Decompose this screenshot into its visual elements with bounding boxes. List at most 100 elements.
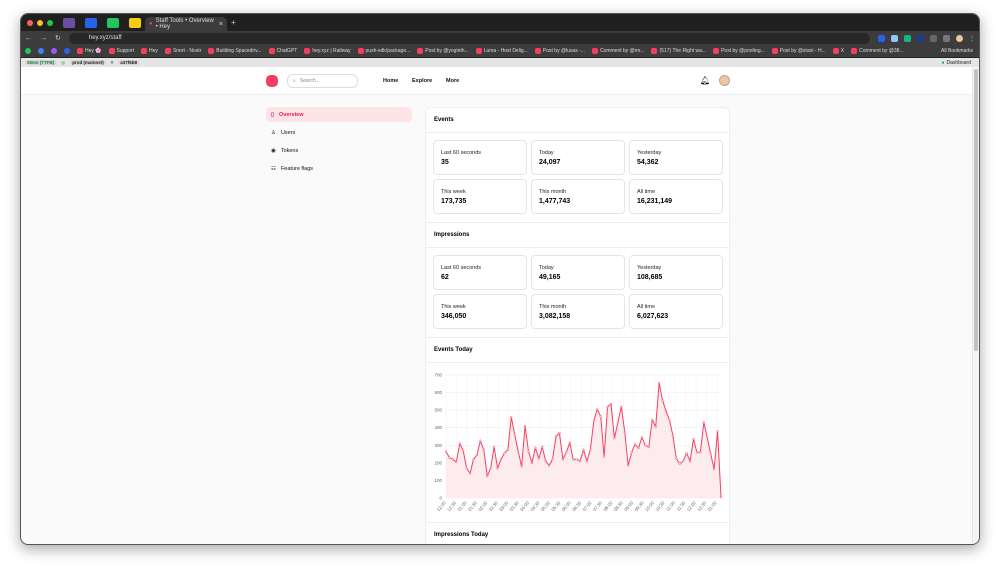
- scrollbar[interactable]: [972, 67, 979, 544]
- dashboard-link[interactable]: ● Dashboard: [942, 60, 972, 66]
- data-point: [599, 415, 602, 418]
- sidebar-item-tokens[interactable]: ◉ Tokens: [266, 143, 412, 158]
- bookmark-item[interactable]: push-sdk/package...: [357, 48, 411, 54]
- stat-label: Last 60 seconds: [441, 265, 482, 271]
- extension-icon[interactable]: [917, 34, 924, 42]
- download-icon[interactable]: [943, 34, 950, 42]
- bookmark-label: push-sdk/package...: [365, 48, 411, 54]
- tab-bar: ● Staff Tools • Overview • Hey × +: [21, 14, 979, 31]
- bookmark-favicon-icon: [771, 48, 778, 54]
- hey-favicon-icon: ●: [149, 21, 153, 27]
- sidebar-item-feature-flags[interactable]: ☷ Feature flags: [266, 161, 412, 176]
- bookmark-favicon-icon: [417, 48, 424, 54]
- commit-badge[interactable]: a37f6b8: [118, 60, 139, 65]
- bookmark-favicon-icon: [713, 48, 720, 54]
- bookmark-item[interactable]: Hey: [141, 48, 158, 54]
- bookmark-icon[interactable]: [25, 48, 31, 54]
- nav-home[interactable]: Home: [383, 78, 399, 84]
- bookmark-label: Luma - Host Delig...: [483, 48, 528, 54]
- data-point: [592, 419, 595, 422]
- url-bar[interactable]: hey.xyz/staff: [68, 32, 870, 44]
- bookmark-item[interactable]: Building Spacedriv...: [208, 48, 262, 54]
- pinned-tab-slack[interactable]: [63, 17, 75, 28]
- y-tick-label: 0: [439, 496, 442, 501]
- sidebar-item-overview[interactable]: ▯ Overview: [266, 107, 412, 122]
- hey-logo[interactable]: [266, 75, 278, 87]
- reload-icon[interactable]: ↻: [55, 35, 61, 42]
- pinned-tab-whatsapp[interactable]: [107, 17, 119, 28]
- sidebar-item-label: Feature flags: [280, 165, 314, 172]
- search-input[interactable]: ⌕ Search...: [287, 74, 358, 88]
- bookmark-item[interactable]: Post by @yoginth...: [417, 48, 469, 54]
- data-point: [602, 455, 606, 458]
- bookmark-item[interactable]: Comment by @mr...: [591, 48, 644, 54]
- stat-label: Last 60 seconds: [441, 150, 482, 156]
- back-icon[interactable]: ←: [25, 34, 32, 42]
- bookmark-item[interactable]: ChatGPT: [268, 48, 297, 54]
- x-tick-label: 05:00: [540, 500, 551, 512]
- staff-dev-bar: 35ms (TTFB) ◎ prod (mainnet) # a37f6b8 ●…: [21, 58, 979, 67]
- data-point: [527, 450, 530, 453]
- maximize-window-button[interactable]: [47, 19, 53, 26]
- nav-more[interactable]: More: [446, 78, 460, 84]
- puzzle-icon[interactable]: [930, 34, 937, 42]
- new-tab-button[interactable]: +: [231, 18, 236, 27]
- data-point: [492, 445, 496, 449]
- bookmark-item[interactable]: Luma - Host Delig...: [475, 48, 528, 54]
- extension-icon[interactable]: [904, 34, 911, 42]
- bookmark-icon[interactable]: [64, 48, 70, 54]
- tab-staff-tools[interactable]: ● Staff Tools • Overview • Hey ×: [145, 17, 227, 31]
- extensions: ⋮: [878, 34, 975, 42]
- close-tab-icon[interactable]: ×: [218, 20, 223, 28]
- bookmarks-bar: Hey 🌸 Support Hey Snort - Nostr Building Spa…: [21, 45, 979, 58]
- bookmark-item[interactable]: Hey 🌸: [77, 48, 102, 54]
- profile-avatar-icon[interactable]: [956, 34, 963, 42]
- y-tick-label: 100: [434, 478, 442, 483]
- scrollbar-thumb[interactable]: [974, 69, 978, 351]
- avatar[interactable]: [719, 75, 730, 86]
- bell-icon[interactable]: 🔔︎: [700, 76, 711, 85]
- data-point: [499, 458, 503, 461]
- data-point: [451, 458, 455, 461]
- forward-icon[interactable]: →: [40, 34, 47, 42]
- extension-icon[interactable]: [891, 34, 898, 42]
- bookmark-item[interactable]: Snort - Nostr: [164, 48, 201, 54]
- stat-label: This week: [441, 304, 466, 310]
- data-point: [554, 435, 558, 438]
- menu-icon[interactable]: ⋮: [969, 35, 975, 42]
- data-point: [486, 474, 489, 478]
- all-bookmarks-button[interactable]: All Bookmarks: [941, 48, 973, 54]
- extension-icon[interactable]: [878, 34, 885, 42]
- stat-label: This week: [441, 189, 466, 195]
- stat-label: This month: [539, 189, 567, 195]
- data-point: [630, 451, 633, 454]
- data-point: [709, 452, 712, 456]
- pinned-tab-gmail[interactable]: [85, 17, 97, 28]
- bookmark-label: Post by @pooltog...: [721, 48, 765, 54]
- bookmark-item[interactable]: X: [832, 48, 844, 54]
- bookmark-item[interactable]: Post by @pooltog...: [713, 48, 765, 54]
- shield-icon: ●: [941, 59, 945, 66]
- bookmark-icon[interactable]: [51, 48, 57, 54]
- bookmark-favicon-icon: [534, 48, 541, 54]
- data-point: [647, 445, 650, 449]
- bookmark-item[interactable]: Comment by @38...: [851, 48, 904, 54]
- bookmark-item[interactable]: Support: [108, 48, 134, 54]
- bookmark-item[interactable]: hey.xyz | Railway: [304, 48, 351, 54]
- bookmark-icon[interactable]: [38, 48, 44, 54]
- minimize-window-button[interactable]: [37, 19, 43, 26]
- bookmark-item[interactable]: Post by @stani - H...: [771, 48, 826, 54]
- close-window-button[interactable]: [27, 19, 33, 26]
- events-today-chart: 0 100 200 300 400 500 600 700 12:00 12:30 01:00 01:…: [426, 363, 729, 523]
- pinned-tab-notes[interactable]: [129, 17, 141, 28]
- bookmark-item[interactable]: Post by @luxas -...: [534, 48, 585, 54]
- nav-explore[interactable]: Explore: [412, 78, 433, 84]
- data-point: [517, 450, 520, 453]
- y-tick-label: 300: [434, 443, 442, 448]
- x-tick-label: 06:00: [561, 500, 572, 512]
- data-point: [503, 452, 506, 455]
- bookmark-label: Building Spacedriv...: [216, 48, 262, 54]
- sidebar-item-users[interactable]: ♙ Users: [266, 125, 412, 140]
- address-toolbar: ← → ↻ hey.xyz/staff ⋮: [21, 31, 979, 45]
- bookmark-item[interactable]: (517) The Right wa...: [651, 48, 706, 54]
